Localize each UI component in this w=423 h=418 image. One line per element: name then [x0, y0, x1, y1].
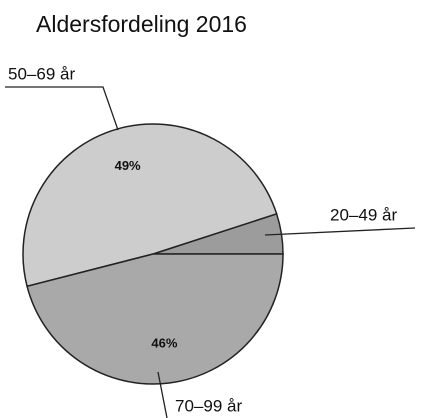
- leader-line: [264, 227, 416, 236]
- pie-slice: [22, 123, 278, 288]
- slice-label: 46%: [151, 336, 177, 351]
- leader-line: [157, 371, 168, 418]
- category-label: 70–99 år: [175, 396, 242, 415]
- category-label: 20–49 år: [330, 205, 397, 224]
- chart-title: Aldersfordeling 2016: [36, 11, 247, 37]
- category-label: 50–69 år: [8, 64, 75, 83]
- pie-slice: [26, 253, 284, 385]
- slice-label: 49%: [115, 158, 141, 173]
- leader-line: [5, 86, 119, 131]
